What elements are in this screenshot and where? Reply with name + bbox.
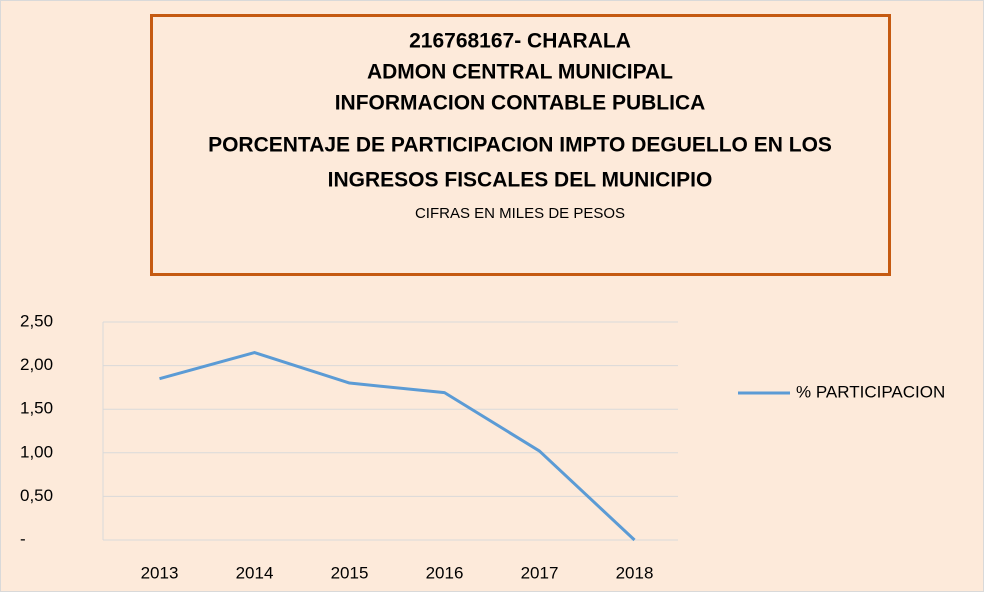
y-tick-label: 1,00 — [20, 442, 53, 461]
chart-subtitle: CIFRAS EN MILES DE PESOS — [415, 205, 625, 222]
y-tick-label: 1,50 — [20, 399, 53, 418]
line-series — [159, 351, 636, 542]
title-box — [150, 14, 891, 276]
chart-title: ADMON CENTRAL MUNICIPAL — [367, 61, 673, 84]
x-tick-label: 2016 — [426, 563, 464, 582]
chart-title: 216768167- CHARALA — [409, 30, 631, 53]
y-tick-label: 2,00 — [20, 355, 53, 374]
x-tick-label: 2014 — [236, 563, 274, 582]
chart-title: INGRESOS FISCALES DEL MUNICIPIO — [328, 169, 713, 192]
x-tick-label: 2018 — [616, 563, 654, 582]
x-tick-label: 2017 — [521, 563, 559, 582]
y-tick-label: - — [20, 529, 26, 548]
legend-label: % PARTICIPACION — [796, 382, 945, 401]
x-tick-label: 2015 — [331, 563, 369, 582]
chart-title: INFORMACION CONTABLE PUBLICA — [335, 92, 706, 115]
x-tick-label: 2013 — [141, 563, 179, 582]
y-tick-label: 0,50 — [20, 486, 53, 505]
chart-title: PORCENTAJE DE PARTICIPACION IMPTO DEGUEL… — [208, 134, 832, 157]
y-tick-label: 2,50 — [20, 311, 53, 330]
